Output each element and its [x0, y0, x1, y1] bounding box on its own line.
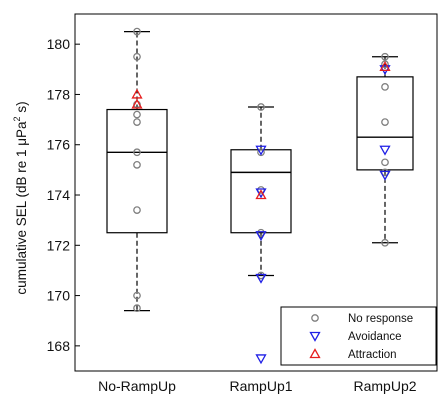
y-tick-label: 168	[47, 338, 71, 354]
data-point	[255, 188, 267, 199]
data-point	[381, 118, 389, 126]
data-point	[133, 118, 141, 126]
data-point	[379, 60, 391, 71]
y-axis-label: cumulative SEL (dB re 1 μPa2 s)	[12, 101, 29, 294]
x-tick-label: RampUp1	[229, 378, 292, 394]
y-tick-label: 176	[47, 137, 71, 153]
legend-marker-circle	[311, 314, 319, 322]
data-point	[381, 52, 389, 61]
y-tick-label: 172	[47, 237, 71, 253]
plot-layer: 168 170 172 174 176 178 180 No-RampUp RampUp1 Ram…	[47, 13, 438, 394]
data-point	[133, 206, 141, 214]
box-rampup2	[356, 56, 414, 244]
data-point	[133, 27, 141, 36]
x-tick-label: RampUp2	[353, 378, 416, 394]
data-point	[381, 83, 389, 91]
box-body	[106, 108, 168, 234]
y-axis-label-group: cumulative SEL (dB re 1 μPa2 s)	[12, 101, 29, 294]
data-point	[255, 231, 267, 242]
legend-label: No response	[348, 313, 413, 325]
legend-marker-triangle-up	[309, 348, 321, 359]
legend-box	[280, 306, 437, 366]
data-point	[379, 170, 391, 181]
x-tick-label: No-RampUp	[98, 378, 176, 394]
data-point	[255, 189, 267, 200]
data-point	[255, 354, 267, 365]
data-point	[381, 158, 389, 167]
legend-marker-triangle-down	[309, 331, 321, 342]
data-point	[131, 88, 143, 99]
y-tick-label: 178	[47, 86, 71, 102]
data-point	[379, 145, 391, 156]
data-point	[257, 103, 265, 111]
legend-label: Avoidance	[348, 331, 402, 343]
legend: No response Avoidance Attraction	[280, 306, 437, 366]
data-point	[133, 148, 141, 157]
y-tick-label: 180	[47, 36, 71, 52]
data-point	[133, 160, 141, 169]
box-rampup1	[230, 106, 292, 277]
data-point	[133, 110, 141, 119]
data-point	[131, 98, 143, 109]
y-tick-label: 174	[47, 187, 71, 203]
legend-label: Attraction	[348, 349, 397, 361]
data-point	[133, 304, 141, 312]
data-point	[255, 145, 267, 156]
series-attraction	[131, 60, 391, 200]
data-point	[381, 238, 389, 247]
box-body	[230, 149, 292, 234]
box-body	[356, 76, 414, 171]
data-point	[255, 273, 267, 284]
data-point	[133, 291, 141, 300]
y-tick-label: 170	[47, 288, 71, 304]
box-no-rampup	[106, 30, 168, 312]
data-point	[133, 52, 141, 61]
plot-frame	[74, 13, 438, 372]
